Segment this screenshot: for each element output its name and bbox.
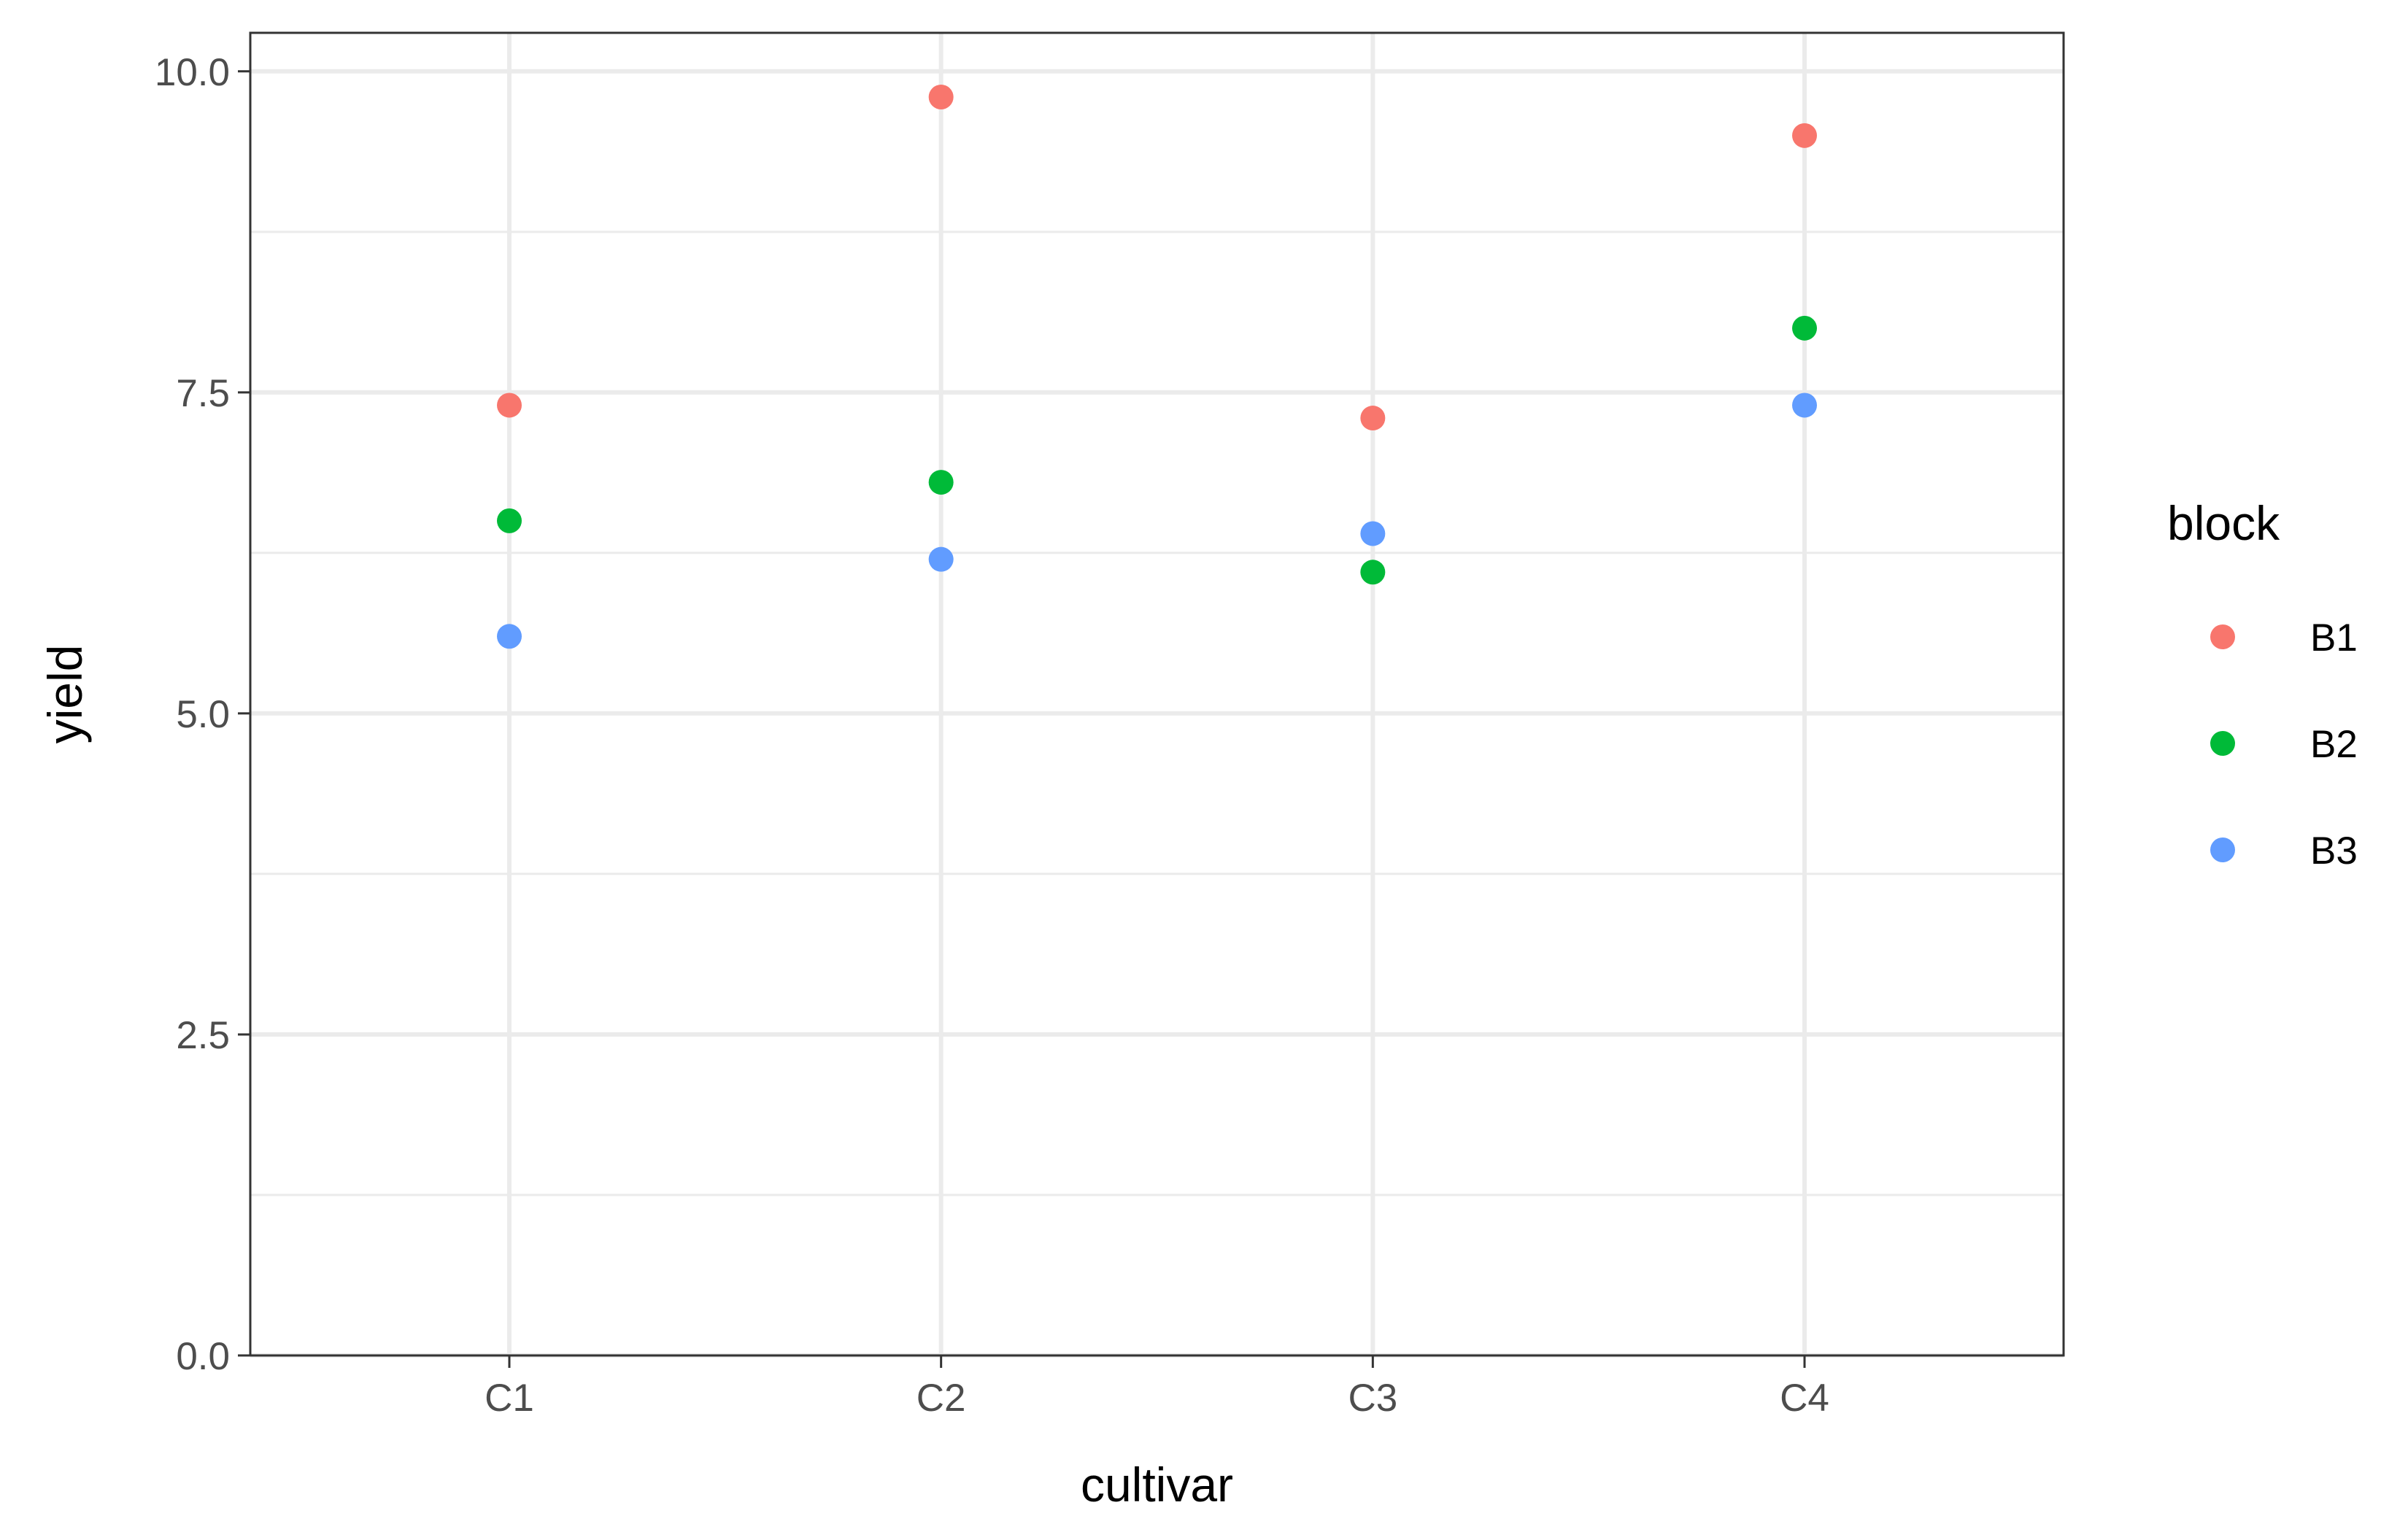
legend-key-b3 — [2210, 837, 2235, 862]
y-tick-label: 5.0 — [176, 693, 230, 736]
y-tick-label: 0.0 — [176, 1335, 230, 1378]
data-point-b2-c4 — [1792, 315, 1817, 341]
y-axis-title: yield — [38, 645, 92, 744]
data-point-b1-c2 — [928, 85, 954, 110]
y-tick-label: 10.0 — [155, 51, 230, 94]
x-tick-label: C2 — [916, 1377, 966, 1420]
y-axis: 0.0 2.5 5.0 7.5 10.0 — [155, 51, 250, 1378]
data-point-b1-c1 — [497, 392, 522, 418]
x-tick-label: C3 — [1348, 1377, 1397, 1420]
data-point-b3-c2 — [928, 546, 954, 572]
data-point-b1-c4 — [1792, 123, 1817, 148]
grid-minor — [250, 231, 2064, 1196]
legend-label-b3: B3 — [2310, 829, 2358, 873]
x-axis: C1 C2 C3 C4 — [485, 1355, 1829, 1420]
data-point-b3-c3 — [1360, 521, 1386, 546]
x-tick-label: C4 — [1780, 1377, 1829, 1420]
plot-panel — [250, 33, 2064, 1355]
y-tick-label: 2.5 — [176, 1014, 230, 1057]
legend-key-b2 — [2210, 731, 2235, 756]
legend-title: block — [2167, 496, 2280, 550]
y-tick-label: 7.5 — [176, 372, 230, 415]
legend: block B1 B2 B3 — [2167, 496, 2358, 873]
x-axis-title: cultivar — [1081, 1458, 1233, 1512]
data-point-b2-c1 — [497, 508, 522, 533]
data-points — [497, 85, 1817, 649]
legend-label-b1: B1 — [2310, 616, 2358, 659]
data-point-b3-c1 — [497, 624, 522, 649]
legend-key-b1 — [2210, 624, 2235, 649]
data-point-b2-c3 — [1360, 560, 1386, 585]
legend-label-b2: B2 — [2310, 723, 2358, 766]
data-point-b3-c4 — [1792, 392, 1817, 418]
plot-panel-border — [249, 31, 2065, 1357]
data-point-b1-c3 — [1360, 406, 1386, 431]
data-point-b2-c2 — [928, 470, 954, 495]
x-tick-label: C1 — [485, 1377, 534, 1420]
